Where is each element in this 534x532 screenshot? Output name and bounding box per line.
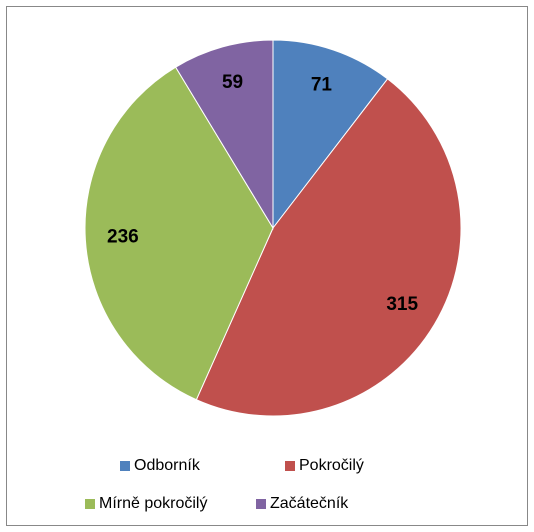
legend-label: Začátečník bbox=[270, 495, 349, 512]
pie-slice bbox=[272, 39, 389, 230]
data-label: 71 bbox=[311, 75, 333, 96]
data-label: 59 bbox=[222, 72, 243, 93]
legend-swatch bbox=[256, 499, 266, 509]
legend-swatch bbox=[285, 461, 295, 471]
pie-slice bbox=[195, 78, 462, 417]
data-label: 236 bbox=[107, 226, 139, 247]
pie-slice bbox=[84, 66, 274, 401]
legend-label: Pokročilý bbox=[299, 457, 364, 474]
pie-slice bbox=[174, 39, 274, 230]
legend-swatch bbox=[120, 461, 130, 471]
legend-label: Odborník bbox=[134, 457, 201, 474]
data-label: 315 bbox=[386, 294, 418, 315]
legend-label: Mírně pokročilý bbox=[99, 495, 207, 512]
legend-swatch bbox=[85, 499, 95, 509]
